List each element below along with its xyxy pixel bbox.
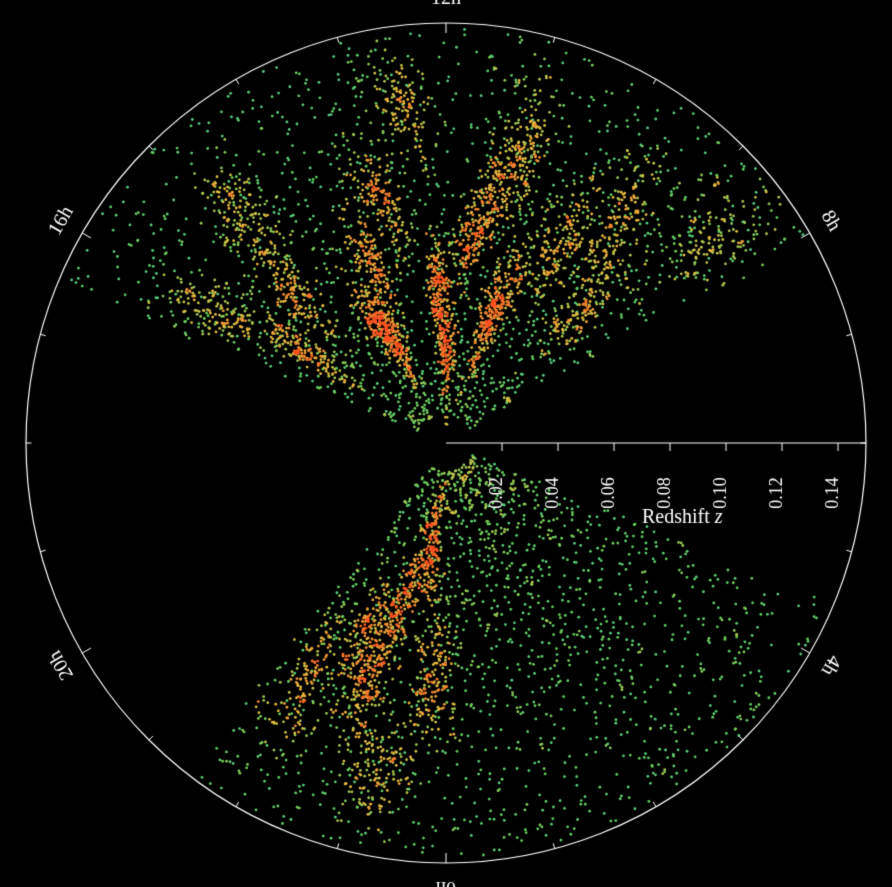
redshift-polar-scatter [0, 0, 892, 887]
